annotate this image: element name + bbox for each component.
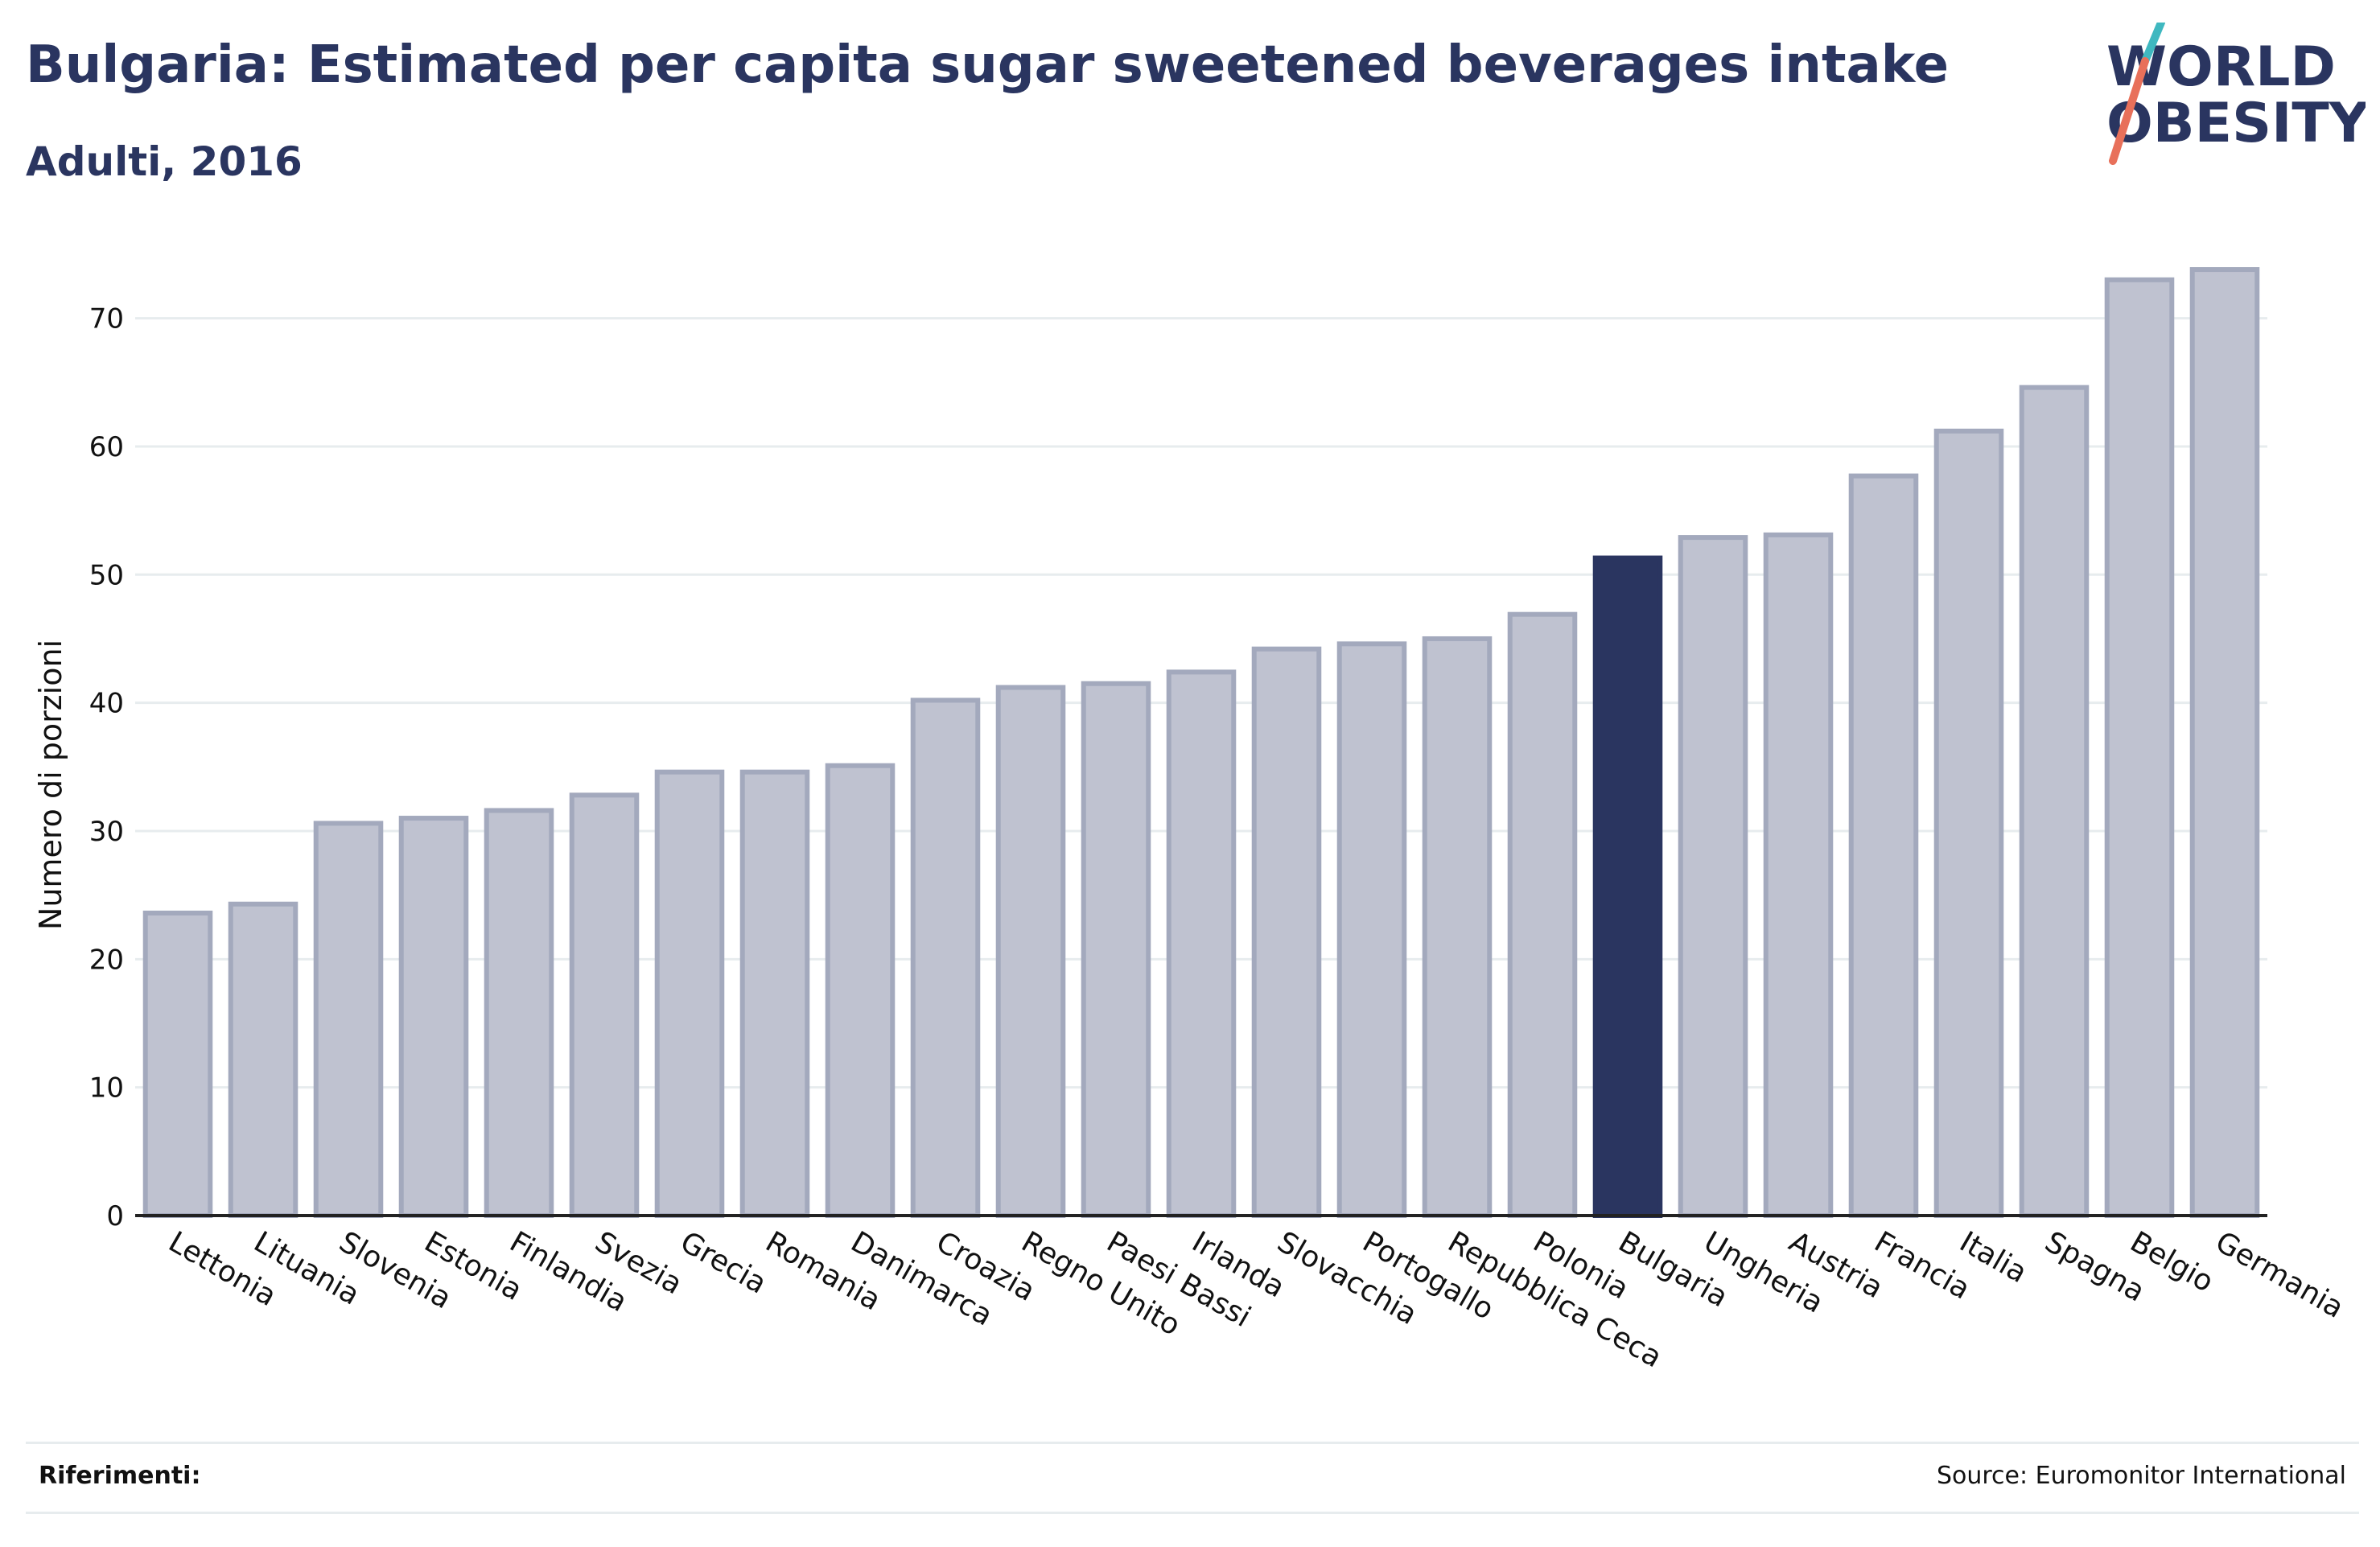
logo-slash-top [2141, 23, 2165, 65]
x-tick-label: Germania [2210, 1225, 2349, 1325]
logo-slash-bottom [2109, 57, 2149, 165]
y-axis-label: Numero di porzioni [33, 640, 68, 930]
chart-title: Bulgaria: Estimated per capita sugar swe… [26, 35, 1949, 95]
bar [1763, 532, 1834, 1218]
bar [1251, 646, 1322, 1218]
y-tick-label: 20 [89, 944, 124, 976]
footer: Riferimenti: Source: Euromonitor Interna… [26, 1442, 2359, 1514]
chart-subtitle: Adulti, 2016 [26, 138, 303, 185]
bar [1422, 636, 1493, 1218]
bar [313, 821, 384, 1218]
bar [1081, 681, 1151, 1218]
bar [1336, 641, 1407, 1218]
bar [654, 769, 725, 1218]
references-label: Riferimenti: [39, 1462, 201, 1490]
bar [398, 816, 469, 1219]
y-tick-label: 10 [89, 1072, 124, 1105]
bar [1507, 611, 1578, 1218]
bar [1166, 669, 1237, 1218]
bar [995, 685, 1066, 1218]
x-tick-label: Grecia [675, 1225, 772, 1300]
world-obesity-logo: WORLD OBESITY [2106, 23, 2366, 165]
y-tick-label: 70 [89, 303, 124, 335]
bar [2104, 277, 2175, 1219]
bar [1678, 535, 1748, 1218]
bar [228, 901, 299, 1219]
bar-highlight [1592, 555, 1663, 1218]
source-text: Source: Euromonitor International [1936, 1462, 2346, 1490]
y-tick-label: 30 [89, 816, 124, 848]
bar [2189, 267, 2260, 1218]
y-tick-label: 50 [89, 559, 124, 591]
bar [739, 769, 810, 1218]
y-tick-label: 60 [89, 431, 124, 463]
y-tick-label: 40 [89, 688, 124, 720]
bar [1848, 473, 1919, 1218]
bar-chart: 010203040506070LettoniaLituaniaSloveniaE… [33, 267, 2349, 1374]
x-tick-label: Francia [1869, 1225, 1976, 1306]
bar [484, 808, 554, 1218]
y-tick-label: 0 [106, 1200, 124, 1232]
bar [910, 697, 981, 1218]
bar [569, 792, 640, 1218]
logo-word-obesity: OBESITY [2106, 92, 2366, 155]
bar [2019, 385, 2090, 1218]
bar [1933, 428, 2004, 1218]
bar [825, 763, 896, 1218]
bar-layer [142, 267, 2260, 1219]
bar [142, 910, 213, 1218]
